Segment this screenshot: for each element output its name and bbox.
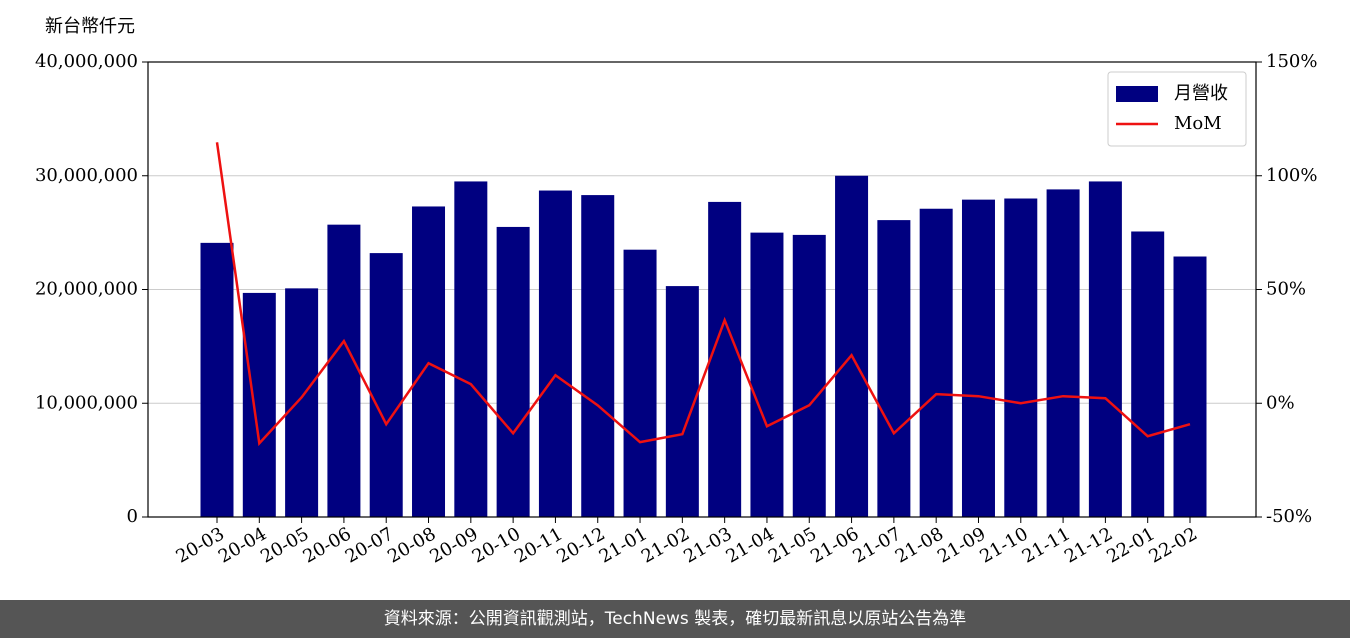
bar	[538, 190, 572, 517]
bar	[496, 226, 530, 517]
legend-label: 月營收	[1174, 83, 1228, 104]
bar	[792, 234, 826, 517]
legend-label: MoM	[1174, 113, 1222, 134]
bar	[242, 292, 276, 517]
bar	[919, 208, 953, 518]
y-tick-label: 40,000,000	[35, 51, 138, 72]
y2-tick-label: 100%	[1266, 165, 1317, 186]
bar	[285, 288, 319, 517]
y2-tick-label: 0%	[1266, 392, 1295, 413]
bar	[961, 199, 995, 517]
line	[215, 142, 1191, 447]
bar	[835, 175, 869, 517]
bar	[877, 220, 911, 518]
chart: 新台幣仟元 0 10,000,000 20,000,000 30,000,000 40,…	[35, 16, 1318, 568]
y2-tick-label: 150%	[1266, 51, 1317, 72]
y-tick-label: 20,000,000	[35, 279, 138, 300]
bar	[454, 181, 488, 517]
y-tick-label: 0	[127, 506, 138, 527]
y-tick-label: 10,000,000	[35, 392, 138, 413]
plot-frame	[147, 61, 1257, 518]
bar	[1088, 181, 1122, 517]
legend-swatch	[1116, 86, 1158, 102]
bar	[750, 232, 784, 517]
bar	[1131, 231, 1165, 518]
bar	[327, 224, 361, 517]
bar	[1173, 256, 1207, 517]
bar	[369, 253, 403, 517]
bar	[623, 249, 657, 517]
footer: 資料來源：公開資訊觀測站，TechNews 製表，確切最新訊息以原站公告為準	[0, 600, 1350, 638]
y-tick-label: 30,000,000	[35, 165, 138, 186]
y2-tick-label: -50%	[1266, 506, 1312, 527]
x-tick-label: 22-02	[1146, 523, 1201, 567]
bar	[200, 242, 234, 518]
bar	[412, 206, 446, 517]
bar	[708, 201, 742, 517]
bar	[1004, 198, 1038, 517]
bar	[581, 195, 615, 517]
bar	[1046, 189, 1080, 517]
y2-tick-label: 50%	[1266, 279, 1306, 300]
y-axis-label: 新台幣仟元	[45, 16, 135, 37]
